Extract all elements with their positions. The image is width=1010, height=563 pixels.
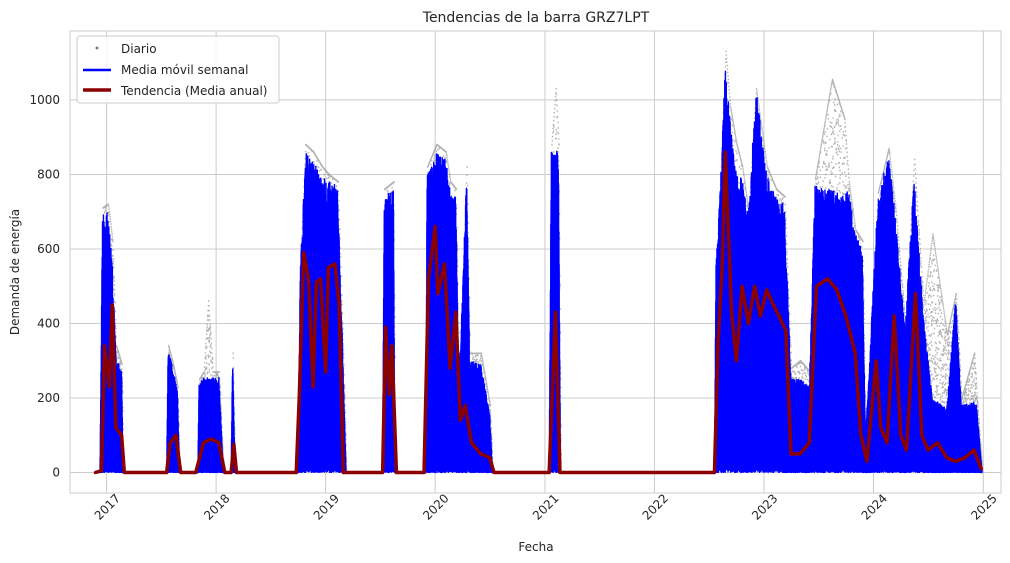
legend-box (76, 35, 280, 104)
plot-frame (69, 30, 1002, 494)
x-tick-label: 2018 (201, 491, 232, 522)
y-axis: 0 200 400 600 800 1000 (29, 93, 60, 480)
x-axis: 2017 2018 2019 2020 2021 2022 2023 2024 2025 (92, 491, 1000, 522)
y-tick-label: 800 (37, 167, 60, 181)
x-tick-label: 2019 (311, 491, 342, 522)
legend-label-trend: Tendencia (Media anual) (120, 84, 267, 98)
chart-title: Tendencias de la barra GRZ7LPT (422, 10, 650, 26)
legend-label-weekly: Media móvil semanal (121, 63, 248, 77)
y-axis-label: Demanda de energía (8, 209, 22, 335)
y-tick-label: 400 (37, 316, 60, 330)
legend: Diario Media móvil semanal Tendencia (Me… (76, 35, 280, 104)
x-tick-label: 2022 (640, 491, 671, 522)
legend-label-daily: Diario (121, 42, 157, 56)
series-tendencia-line (93, 150, 983, 475)
series-tendencia-media-anual (93, 150, 983, 475)
y-tick-label: 200 (37, 391, 60, 405)
x-tick-label: 2024 (859, 491, 890, 522)
x-axis-label: Fecha (518, 540, 553, 554)
y-tick-label: 0 (52, 466, 60, 480)
x-tick-label: 2025 (968, 491, 999, 522)
legend-marker-daily (95, 46, 99, 50)
y-tick-label: 1000 (29, 93, 60, 107)
x-tick-label: 2020 (420, 491, 451, 522)
x-tick-label: 2023 (749, 491, 780, 522)
x-tick-label: 2017 (92, 491, 123, 522)
y-tick-label: 600 (37, 242, 60, 256)
x-tick-label: 2021 (530, 491, 561, 522)
series-layer (93, 50, 984, 475)
